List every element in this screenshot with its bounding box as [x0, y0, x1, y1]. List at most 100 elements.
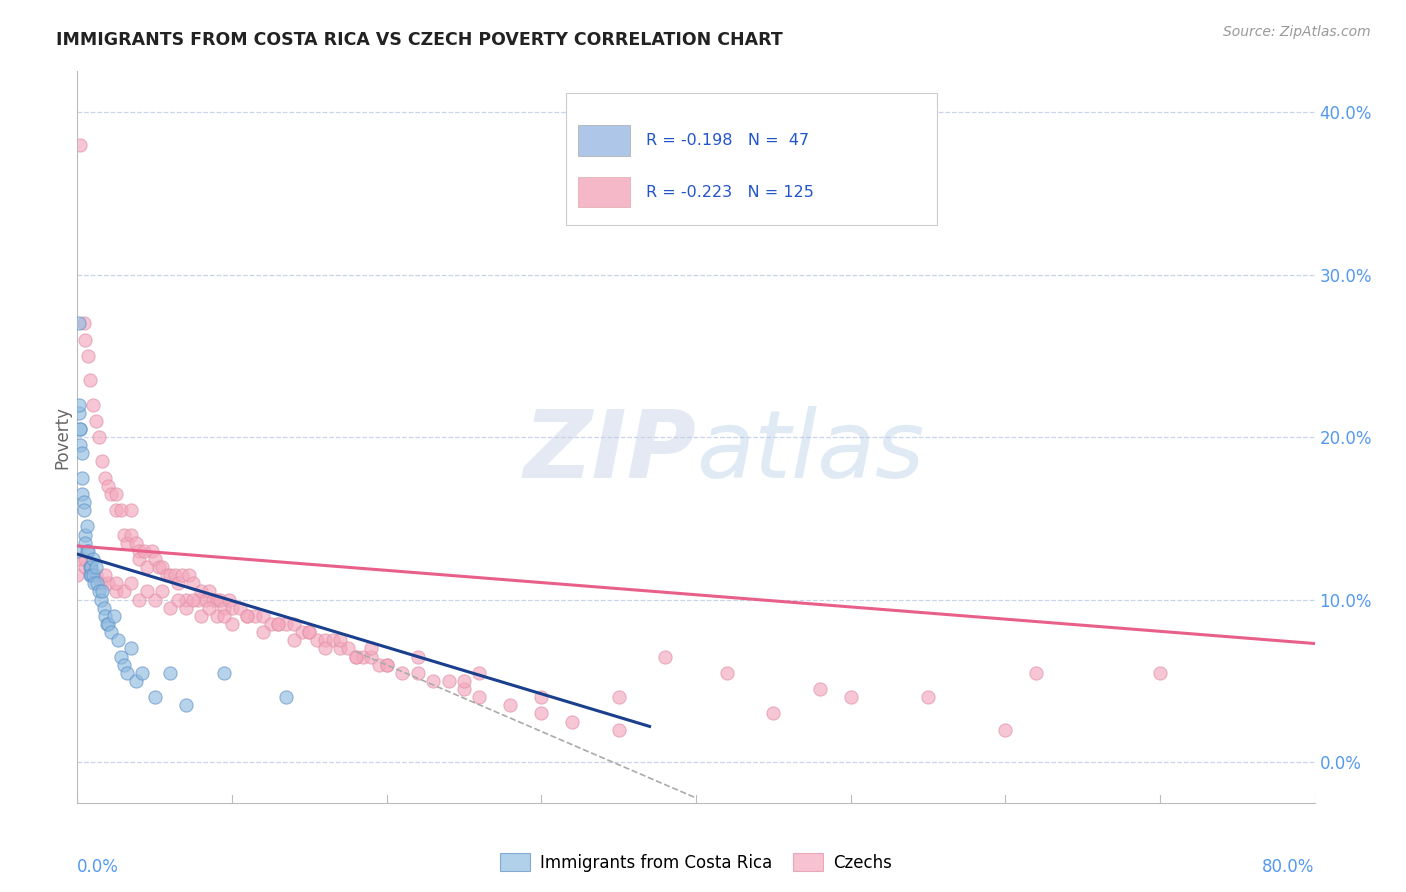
- Point: [69, 137, 91, 152]
- Point: [163, 568, 186, 582]
- Point: [762, 706, 785, 721]
- Point: [143, 592, 166, 607]
- Point: [607, 690, 630, 705]
- Point: [76, 519, 98, 533]
- Point: [125, 673, 148, 688]
- Point: [84, 560, 107, 574]
- Point: [93, 600, 115, 615]
- Point: [159, 568, 181, 582]
- Point: [128, 544, 150, 558]
- Point: [121, 527, 143, 541]
- Point: [183, 592, 205, 607]
- Point: [105, 576, 128, 591]
- Point: [221, 617, 243, 632]
- Text: R = -0.223   N = 125: R = -0.223 N = 125: [647, 185, 814, 200]
- Point: [94, 568, 117, 582]
- Point: [105, 503, 128, 517]
- FancyBboxPatch shape: [567, 94, 938, 225]
- Point: [115, 665, 138, 680]
- Point: [72, 495, 94, 509]
- Point: [75, 527, 96, 541]
- Point: [307, 633, 329, 648]
- Point: [499, 698, 522, 713]
- Point: [183, 576, 205, 591]
- Point: [808, 681, 831, 696]
- Point: [69, 422, 91, 436]
- Point: [375, 657, 398, 672]
- Point: [91, 584, 114, 599]
- Point: [76, 544, 98, 558]
- Point: [128, 592, 150, 607]
- FancyBboxPatch shape: [578, 177, 630, 208]
- Point: [121, 576, 143, 591]
- Point: [994, 723, 1017, 737]
- Point: [132, 544, 155, 558]
- Point: [143, 690, 166, 705]
- Point: [105, 487, 128, 501]
- Text: 80.0%: 80.0%: [1263, 858, 1315, 876]
- Point: [159, 600, 181, 615]
- Point: [716, 665, 738, 680]
- Point: [87, 430, 110, 444]
- Point: [77, 349, 100, 363]
- Point: [97, 479, 120, 493]
- Point: [437, 673, 460, 688]
- Point: [218, 592, 240, 607]
- Point: [214, 665, 236, 680]
- Point: [530, 706, 553, 721]
- Point: [190, 608, 212, 623]
- Point: [276, 690, 298, 705]
- Point: [100, 487, 122, 501]
- Point: [167, 576, 190, 591]
- Point: [174, 600, 197, 615]
- Point: [198, 584, 221, 599]
- Point: [91, 454, 114, 468]
- Point: [236, 608, 259, 623]
- Point: [214, 600, 236, 615]
- Point: [1149, 665, 1171, 680]
- Point: [322, 633, 344, 648]
- Point: [267, 617, 290, 632]
- Point: [368, 657, 391, 672]
- Point: [174, 592, 197, 607]
- Point: [97, 617, 120, 632]
- Point: [72, 503, 94, 517]
- Point: [97, 576, 120, 591]
- Point: [70, 446, 93, 460]
- Point: [607, 723, 630, 737]
- Point: [360, 649, 382, 664]
- Point: [75, 535, 96, 549]
- Point: [314, 641, 336, 656]
- Point: [252, 608, 274, 623]
- Point: [77, 544, 100, 558]
- Point: [100, 625, 122, 640]
- Text: 0.0%: 0.0%: [77, 858, 120, 876]
- Point: [172, 568, 194, 582]
- Point: [917, 690, 939, 705]
- Point: [344, 649, 367, 664]
- Point: [283, 617, 305, 632]
- Point: [177, 568, 200, 582]
- Point: [221, 600, 243, 615]
- Point: [260, 617, 283, 632]
- Point: [283, 633, 305, 648]
- Point: [159, 665, 181, 680]
- Point: [70, 471, 93, 485]
- Point: [344, 649, 367, 664]
- Point: [422, 673, 444, 688]
- Point: [69, 422, 91, 436]
- Point: [229, 600, 252, 615]
- Y-axis label: Poverty: Poverty: [53, 406, 72, 468]
- Point: [70, 487, 93, 501]
- Point: [90, 592, 112, 607]
- Point: [79, 373, 101, 387]
- Point: [82, 568, 104, 582]
- Point: [360, 641, 382, 656]
- Point: [115, 535, 138, 549]
- Point: [143, 552, 166, 566]
- Point: [66, 568, 89, 582]
- Point: [103, 608, 125, 623]
- Point: [112, 657, 135, 672]
- Point: [291, 625, 314, 640]
- Point: [79, 568, 101, 582]
